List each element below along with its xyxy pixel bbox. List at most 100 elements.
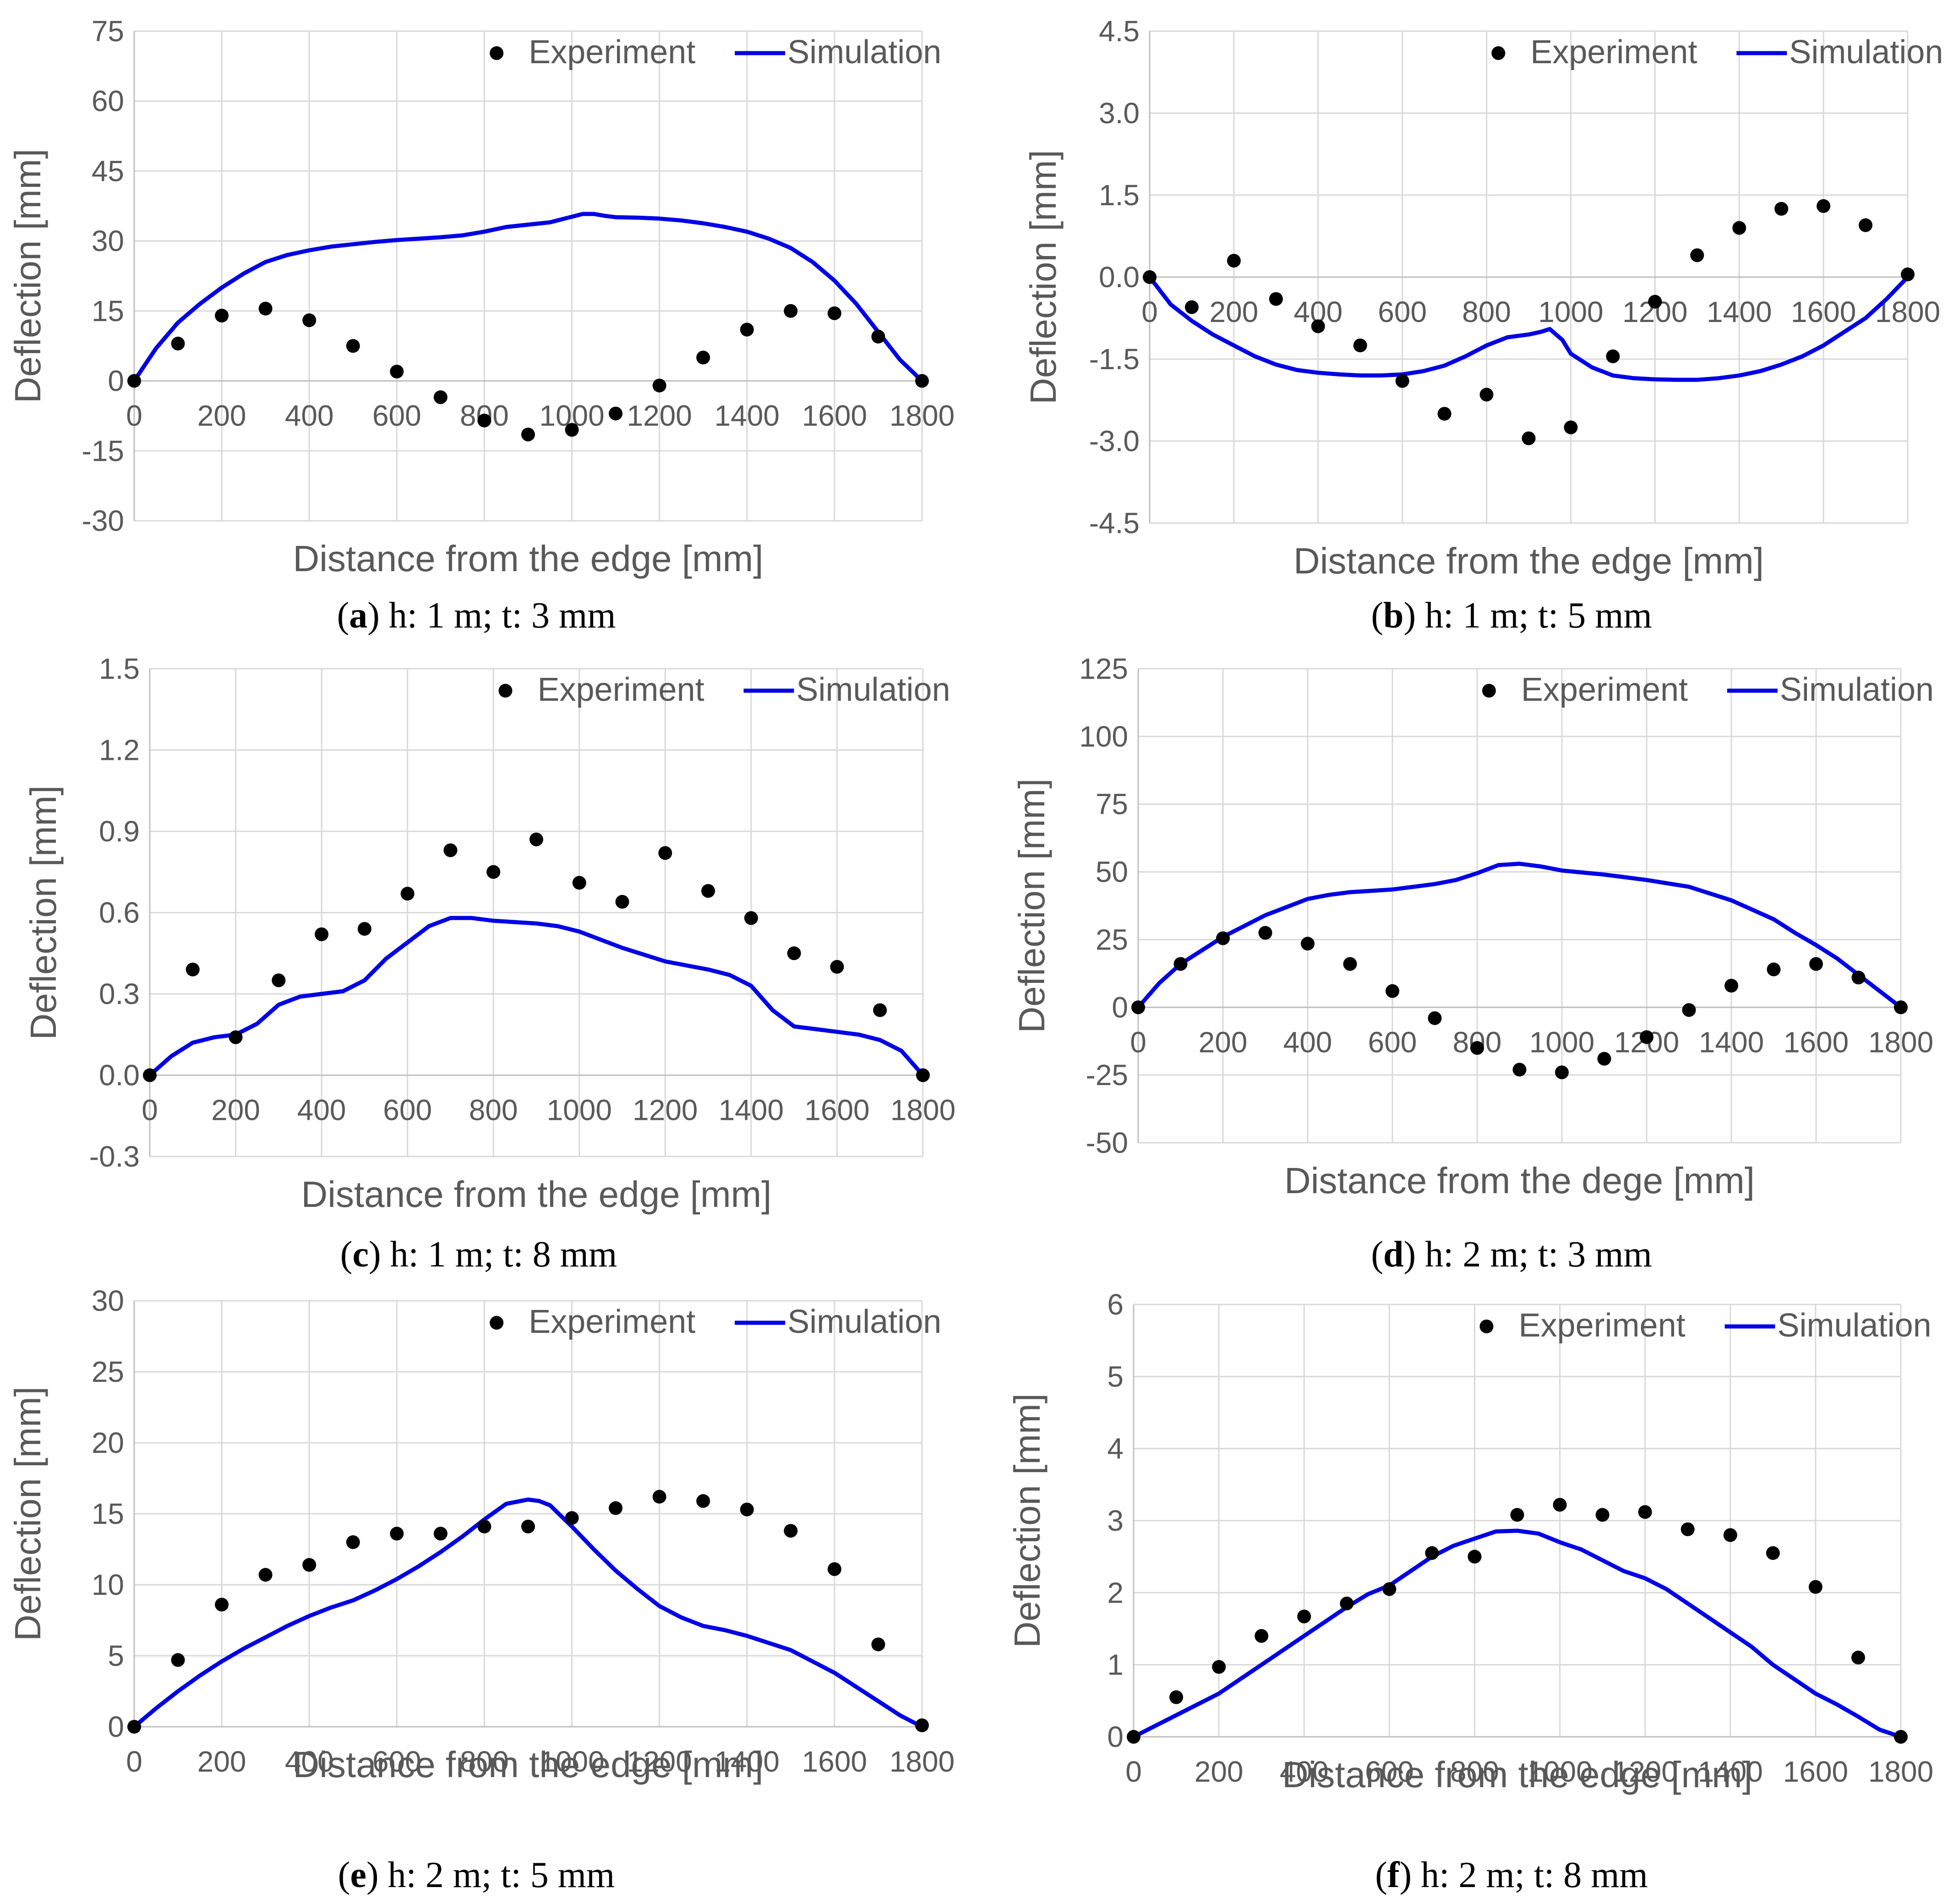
experiment-point [1595,1508,1610,1522]
x-tick-label: 1800 [889,399,955,432]
x-tick-label: 0 [1125,1755,1142,1788]
y-axis-title: Deflection [mm] [1007,1393,1048,1648]
experiment-point [1851,971,1866,985]
y-tick-label: 1 [1107,1648,1124,1681]
caption-paren-close: ) [1403,1234,1425,1275]
chart-c: -0.3 0.0 0.3 0.6 0.9 1.2 1.5 0 200 400 600 800 1000 1… [23,652,955,1275]
x-tick-label: 0 [126,1745,142,1778]
experiment-point [346,1535,360,1549]
legend-experiment-label: Experiment [1521,671,1688,708]
experiment-point [1258,926,1272,940]
legend-experiment-marker [1482,684,1496,698]
x-tick-label: 200 [197,399,246,432]
x-tick-label: 400 [297,1094,346,1127]
y-tick-label: 2 [1107,1576,1124,1609]
y-axis-title: Deflection [mm] [7,1386,48,1641]
x-tick-label: 600 [1368,1026,1417,1058]
y-tick-label: 30 [92,1284,124,1317]
y-tick-label: 0 [108,365,124,398]
experiment-point [873,1003,887,1017]
chart-f: 0 1 2 3 4 5 6 0 200 400 600 800 1000 1200 1400 1600 1800… [1007,1288,1933,1895]
chart-d: -50-250255075100125020040060080010001200… [1011,652,1934,1275]
experiment-point [1817,199,1831,213]
caption: (f) h: 2 m; t: 8 mm [1375,1855,1648,1895]
experiment-point [1143,270,1157,284]
experiment-point [609,1501,623,1515]
x-tick-label: 0 [142,1094,158,1127]
x-tick-label: 400 [1280,1755,1329,1788]
y-tick-label: 1.2 [99,734,140,767]
experiment-point [127,1720,141,1734]
simulation-line [1131,1528,1903,1739]
experiment-point [1169,1690,1184,1704]
y-tick-label: 10 [92,1568,124,1601]
x-tick-label: 400 [1283,1026,1332,1058]
experiment-point [521,1519,535,1533]
experiment-point [1901,267,1915,282]
x-tick-label: 1200 [633,1094,698,1127]
experiment-point [1894,1730,1908,1744]
caption-letter: c [352,1234,369,1275]
experiment-point [871,1637,885,1652]
experiment-point [652,378,666,393]
y-tick-label: 0 [1107,1720,1124,1753]
experiment-point [572,876,586,890]
experiment-point [1468,1549,1482,1564]
y-tick-label: 0 [1112,991,1128,1024]
experiment-point [615,895,629,909]
caption-text: h: 1 m; t: 8 mm [390,1234,617,1275]
x-axis-title: Distance from the edge [mm] [1293,540,1764,581]
caption: (d) h: 2 m; t: 3 mm [1371,1234,1652,1275]
experiment-point [1255,1629,1269,1643]
x-axis-title: Distance from the edge [mm] [301,1174,771,1215]
chart-e: 0 5 10 15 20 25 30 0 200 400 600 800 1000 1200 1400 160… [7,1284,955,1895]
x-tick-label: 1400 [719,1094,784,1127]
caption-letter: a [349,595,367,636]
x-tick-label: 1200 [627,399,692,432]
experiment-point [357,922,371,936]
x-tick-label: 1800 [1868,1026,1933,1058]
x-tick-label: 400 [285,1745,334,1778]
simulation-line [1147,275,1910,382]
experiment-point [609,406,623,420]
experiment-point [443,843,458,857]
experiment-point [740,1502,754,1517]
experiment-point [127,374,141,388]
experiment-point [186,962,200,977]
y-tick-label: 5 [1107,1360,1124,1393]
caption: (a) h: 1 m; t: 3 mm [337,595,616,636]
y-axis-title: Deflection [mm] [1023,150,1064,404]
experiment-point [215,309,229,323]
experiment-point [258,1568,273,1582]
y-tick-label: 3 [1107,1504,1124,1537]
legend-simulation-label: Simulation [796,671,950,708]
y-tick-label: -25 [1086,1058,1129,1091]
caption-text: h: 1 m; t: 3 mm [389,595,616,636]
y-axis-title: Deflection [mm] [7,149,48,404]
experiment-point [1173,957,1188,971]
experiment-point [215,1598,229,1612]
experiment-point [1301,937,1315,951]
x-tick-label: 400 [285,399,334,432]
caption: (c) h: 1 m; t: 8 mm [340,1234,617,1275]
experiment-point [1127,1730,1140,1744]
x-tick-label: 1600 [1784,1026,1849,1058]
experiment-point [915,1718,929,1732]
x-tick-label: 200 [211,1094,260,1127]
experiment-point [1470,1041,1484,1055]
y-tick-label: 30 [92,224,124,257]
experiment-point [1859,218,1873,232]
experiment-point [1555,1065,1569,1080]
legend-experiment-marker [498,684,513,698]
experiment-point [1386,984,1399,998]
experiment-point [827,306,841,320]
experiment-point [871,329,885,344]
x-tick-label: 1400 [1698,1755,1763,1788]
experiment-point [1638,1505,1652,1519]
x-tick-label: 1000 [539,1745,604,1778]
experiment-point [171,1653,185,1667]
x-tick-label: 1000 [1529,1026,1594,1058]
experiment-point [1597,1052,1611,1066]
experiment-point [784,304,798,318]
experiment-point [916,1068,930,1082]
